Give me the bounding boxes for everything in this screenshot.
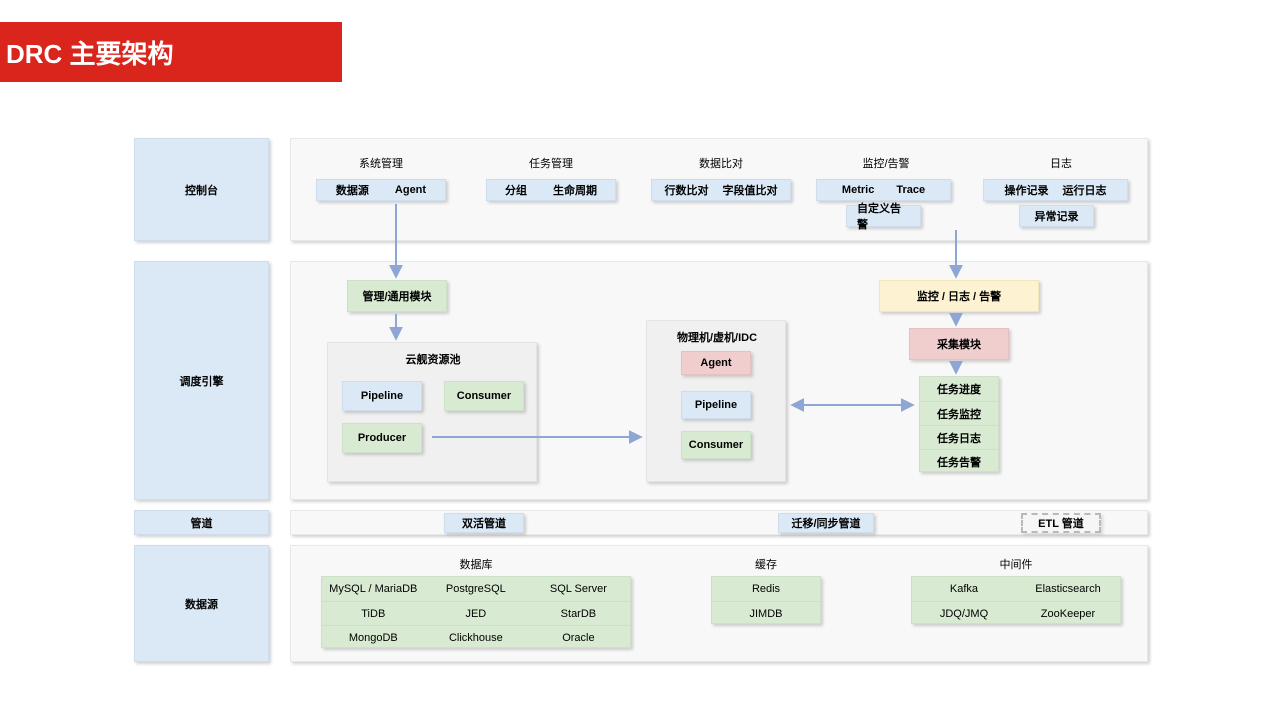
task-group: 分组	[505, 182, 527, 198]
cmp-rows: 行数比对	[665, 182, 709, 198]
idc-pool: 物理机/虚机/IDC Agent Pipeline Consumer	[646, 320, 786, 482]
cloud-consumer: Consumer	[444, 381, 524, 411]
group-title-cmp: 数据比对	[661, 155, 781, 171]
engine-panel: 管理/通用模块 云舰资源池 Pipeline Consumer Producer…	[290, 261, 1148, 500]
task-status-list: 任务进度 任务监控 任务日志 任务告警	[919, 376, 999, 472]
ds-db-title: 数据库	[321, 556, 631, 572]
cmp-field: 字段值比对	[723, 182, 778, 198]
pipe-sync: 迁移/同步管道	[778, 513, 874, 533]
cloud-pool: 云舰资源池 Pipeline Consumer Producer	[327, 342, 537, 482]
mon-buttons-1: Metric Trace	[816, 179, 951, 201]
task-buttons: 分组 生命周期	[486, 179, 616, 201]
log-op: 操作记录	[1005, 182, 1049, 198]
collect-module: 采集模块	[909, 328, 1009, 360]
log-exception: 异常记录	[1019, 205, 1094, 227]
console-panel: 系统管理 数据源 Agent 任务管理 分组 生命周期 数据比对 行数比对 字段…	[290, 138, 1148, 241]
idc-title: 物理机/虚机/IDC	[647, 329, 787, 345]
mon-custom: 自定义告警	[846, 205, 921, 227]
row-label-pipe: 管道	[134, 510, 269, 535]
row-label-engine: 调度引擎	[134, 261, 269, 500]
idc-pipeline: Pipeline	[681, 391, 751, 419]
diagram-stage: DRC 主要架构 控制台 系统管理 数据源 Agent 任务管理 分组 生命周期…	[0, 0, 1272, 710]
title-bar: DRC 主要架构	[0, 22, 342, 82]
row-label-ds: 数据源	[134, 545, 269, 662]
mon-metric: Metric	[842, 184, 874, 196]
cloud-producer: Producer	[342, 423, 422, 453]
ds-panel: 数据库 MySQL / MariaDB PostgreSQL SQL Serve…	[290, 545, 1148, 662]
title-text: DRC 主要架构	[6, 34, 174, 71]
log-buttons-1: 操作记录 运行日志	[983, 179, 1128, 201]
sys-agent: Agent	[395, 184, 426, 196]
mgmt-module: 管理/通用模块	[347, 280, 447, 312]
idc-consumer: Consumer	[681, 431, 751, 459]
mon-trace: Trace	[896, 184, 925, 196]
pipe-etl: ETL 管道	[1021, 513, 1101, 533]
ds-cache-table: Redis JIMDB	[711, 576, 821, 624]
group-title-task: 任务管理	[491, 155, 611, 171]
task-lifecycle: 生命周期	[553, 182, 597, 198]
cmp-buttons: 行数比对 字段值比对	[651, 179, 791, 201]
ds-mw-table: Kafka Elasticsearch JDQ/JMQ ZooKeeper	[911, 576, 1121, 624]
sys-datasource: 数据源	[336, 182, 369, 198]
group-title-log: 日志	[1001, 155, 1121, 171]
sys-buttons: 数据源 Agent	[316, 179, 446, 201]
group-title-sys: 系统管理	[321, 155, 441, 171]
mon-log-alert: 监控 / 日志 / 告警	[879, 280, 1039, 312]
ds-mw-title: 中间件	[911, 556, 1121, 572]
pipe-panel: 双活管道 迁移/同步管道 ETL 管道	[290, 510, 1148, 535]
ds-db-table: MySQL / MariaDB PostgreSQL SQL Server Ti…	[321, 576, 631, 648]
log-run: 运行日志	[1063, 182, 1107, 198]
group-title-mon: 监控/告警	[826, 155, 946, 171]
pipe-dual: 双活管道	[444, 513, 524, 533]
row-label-console: 控制台	[134, 138, 269, 241]
idc-agent: Agent	[681, 351, 751, 375]
cloud-pipeline: Pipeline	[342, 381, 422, 411]
cloud-title: 云舰资源池	[328, 351, 538, 367]
ds-cache-title: 缓存	[711, 556, 821, 572]
